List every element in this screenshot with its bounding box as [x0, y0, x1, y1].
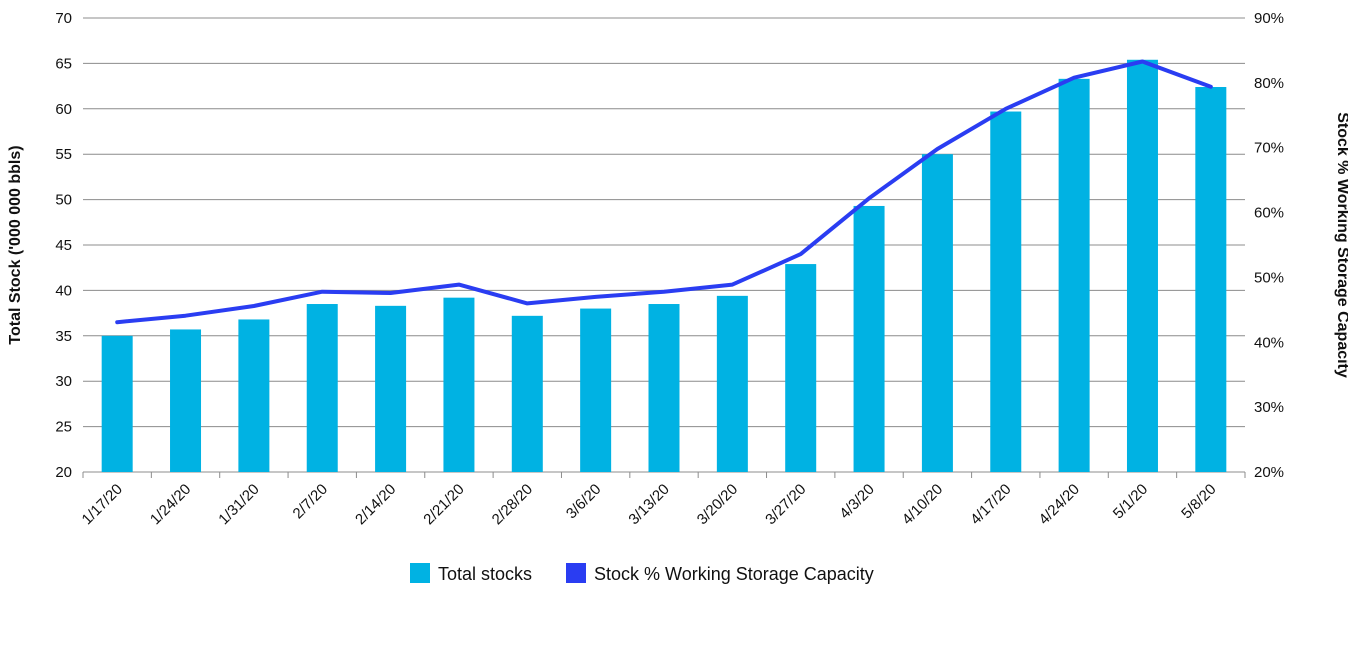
left-tick-label: 30 — [55, 373, 72, 390]
x-tick-label: 1/31/20 — [215, 481, 262, 528]
line-series-storage-capacity — [115, 59, 1213, 325]
left-tick-label: 35 — [55, 328, 72, 345]
x-tick-label: 3/13/20 — [625, 481, 672, 528]
left-tick-label: 50 — [55, 192, 72, 209]
bar — [375, 305, 407, 472]
x-tick-label: 3/27/20 — [762, 481, 809, 528]
x-tick-label: 1/24/20 — [147, 481, 194, 528]
bar — [853, 205, 885, 472]
right-tick-label: 50% — [1254, 269, 1284, 286]
x-tick-label: 3/6/20 — [563, 481, 605, 523]
bar — [785, 264, 817, 472]
left-axis-ticks: 20 25 30 35 40 45 50 55 60 65 70 — [55, 10, 72, 481]
right-tick-label: 40% — [1254, 334, 1284, 351]
series-line — [115, 59, 1213, 325]
right-tick-label: 30% — [1254, 399, 1284, 416]
left-tick-label: 65 — [55, 55, 72, 72]
right-tick-label: 20% — [1254, 464, 1284, 481]
bar — [1195, 87, 1227, 473]
legend-swatch-storage-capacity — [566, 563, 586, 583]
bar — [1126, 59, 1158, 472]
x-axis-ticks: 1/17/20 1/24/20 1/31/20 2/7/20 2/14/20 2/21/2… — [79, 472, 1246, 528]
bar — [580, 308, 612, 472]
x-tick-label: 4/3/20 — [836, 481, 878, 523]
right-tick-label: 60% — [1254, 205, 1284, 222]
right-tick-label: 70% — [1254, 140, 1284, 157]
left-tick-label: 40 — [55, 282, 72, 299]
right-tick-label: 80% — [1254, 75, 1284, 92]
bar — [990, 111, 1022, 473]
bar — [238, 319, 270, 472]
bar — [443, 297, 475, 472]
right-tick-label: 90% — [1254, 10, 1284, 27]
x-tick-label: 4/24/20 — [1036, 481, 1083, 528]
legend-swatch-total-stocks — [410, 563, 430, 583]
x-tick-label: 5/8/20 — [1178, 481, 1220, 523]
bar — [306, 304, 338, 472]
bar-series-total-stocks — [101, 59, 1227, 473]
x-tick-label: 5/1/20 — [1110, 481, 1152, 523]
x-tick-label: 1/17/20 — [79, 481, 126, 528]
bar — [170, 329, 202, 472]
bar — [648, 304, 680, 472]
bar — [101, 335, 133, 472]
bar — [511, 315, 543, 472]
legend: Total stocks Stock % Working Storage Cap… — [410, 563, 874, 584]
x-tick-label: 4/10/20 — [899, 481, 946, 528]
left-tick-label: 55 — [55, 146, 72, 163]
left-axis-title: Total Stock ('000 000 bbls) — [7, 145, 24, 344]
legend-label-total-stocks: Total stocks — [438, 564, 532, 584]
legend-label-storage-capacity: Stock % Working Storage Capacity — [594, 564, 874, 584]
left-tick-label: 70 — [55, 10, 72, 27]
left-tick-label: 60 — [55, 101, 72, 118]
bar — [716, 295, 748, 472]
bar — [1058, 78, 1090, 472]
bar — [921, 154, 953, 472]
x-tick-label: 3/20/20 — [694, 481, 741, 528]
x-tick-label: 2/7/20 — [290, 481, 332, 523]
right-axis-title: Stock % Working Storage Capacity — [1334, 112, 1348, 378]
x-tick-label: 2/21/20 — [420, 481, 467, 528]
left-tick-label: 25 — [55, 419, 72, 436]
left-tick-label: 20 — [55, 464, 72, 481]
right-axis-ticks: 20% 30% 40% 50% 60% 70% 80% 90% — [1254, 10, 1284, 481]
left-tick-label: 45 — [55, 237, 72, 254]
x-tick-label: 2/28/20 — [489, 481, 536, 528]
x-tick-label: 2/14/20 — [352, 481, 399, 528]
x-tick-label: 4/17/20 — [967, 481, 1014, 528]
